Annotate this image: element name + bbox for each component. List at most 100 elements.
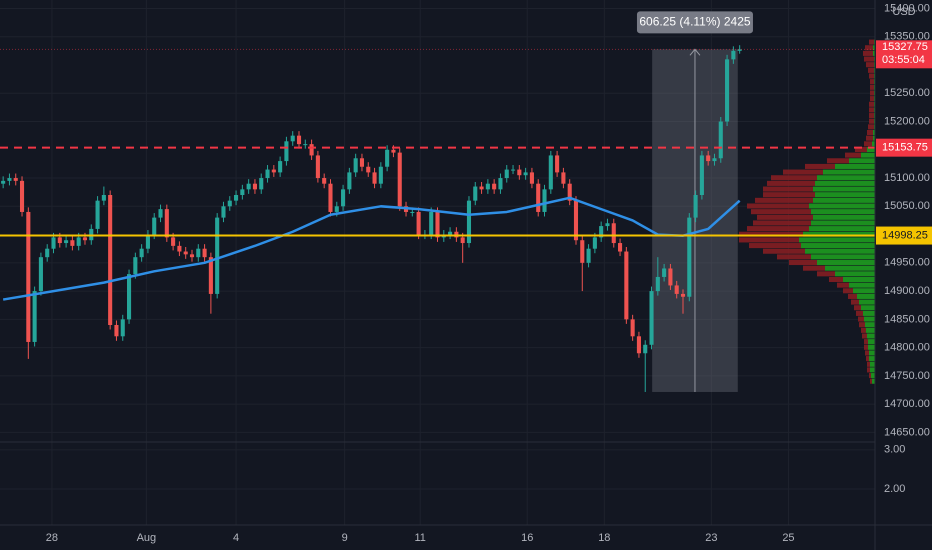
y-tick-label: 14850.00 — [884, 313, 930, 325]
candle-body — [70, 240, 75, 246]
measure-label-bg — [636, 11, 753, 34]
profile-up — [823, 169, 875, 175]
profile-down — [749, 243, 801, 249]
profile-up — [825, 265, 875, 271]
profile-up — [868, 344, 875, 350]
profile-up — [813, 186, 875, 192]
profile-down — [755, 197, 813, 203]
profile-up — [863, 310, 875, 316]
candle-body — [466, 200, 472, 244]
candle-body — [145, 234, 150, 249]
candle-body — [290, 135, 295, 142]
profile-down — [803, 265, 825, 271]
profile-up — [861, 152, 875, 158]
candle-body — [416, 211, 421, 235]
profile-down — [869, 118, 874, 124]
profile-up — [809, 203, 875, 209]
candle-body — [718, 121, 723, 159]
candle-body — [246, 183, 251, 190]
candle-body — [611, 223, 616, 244]
y-tick-label: 15050.00 — [884, 200, 930, 212]
profile-up — [799, 237, 875, 243]
candle-body — [498, 178, 503, 190]
candle-body — [120, 319, 125, 337]
profile-down — [863, 50, 873, 56]
candle-body — [674, 285, 679, 294]
profile-down — [763, 186, 813, 192]
candle-body — [328, 183, 333, 212]
profile-up — [849, 282, 875, 288]
profile-down — [829, 276, 843, 283]
candle-body — [725, 59, 730, 122]
profile-up — [859, 299, 875, 305]
profile-up — [873, 45, 875, 51]
x-tick-label: 25 — [782, 532, 794, 544]
profile-up — [866, 327, 875, 333]
candle-body — [177, 245, 182, 252]
candle-body — [561, 172, 566, 184]
candle-body — [573, 200, 579, 241]
candle-body — [234, 195, 239, 201]
candle-body — [133, 257, 138, 275]
profile-down — [771, 175, 817, 181]
candle-body — [693, 195, 698, 218]
profile-down — [856, 310, 863, 316]
profile-up — [815, 180, 875, 186]
profile-down — [789, 260, 817, 266]
profile-down — [864, 344, 868, 350]
candle-body — [13, 178, 18, 181]
x-tick-label: 18 — [598, 532, 610, 544]
profile-down — [868, 67, 874, 73]
candle-body — [731, 50, 736, 60]
price-level-badge — [876, 226, 932, 245]
profile-up — [872, 141, 875, 147]
profile-up — [867, 146, 875, 153]
profile-up — [843, 276, 875, 283]
profile-up — [813, 214, 875, 220]
candle-body — [429, 211, 434, 235]
candle-body — [76, 237, 81, 246]
profile-down — [777, 254, 811, 260]
last-price-label: 15327.75 — [882, 41, 928, 53]
y2-tick-label: 2.00 — [884, 483, 905, 495]
currency-label: USD — [892, 6, 915, 18]
y-tick-label: 14750.00 — [884, 370, 930, 382]
profile-up — [809, 226, 875, 232]
profile-down — [867, 130, 873, 136]
profile-down — [870, 96, 874, 102]
candle-body — [341, 189, 346, 207]
profile-up — [873, 50, 875, 56]
profile-down — [866, 356, 869, 362]
profile-down — [866, 135, 873, 141]
profile-down — [747, 226, 809, 232]
profile-down — [869, 373, 871, 379]
profile-down — [865, 350, 869, 356]
profile-up — [870, 361, 875, 367]
candle-body — [221, 206, 226, 218]
overlay — [0, 48, 875, 301]
candle-body — [322, 178, 327, 184]
profile-down — [869, 73, 874, 79]
candle-body — [523, 172, 528, 176]
candle-body — [618, 243, 623, 252]
candle-body — [152, 217, 157, 235]
candle-body — [1, 180, 6, 184]
y-tick-label: 15100.00 — [884, 172, 930, 184]
y-tick-label: 14950.00 — [884, 257, 930, 269]
candle-body — [473, 186, 478, 201]
candle-body — [309, 144, 314, 156]
profile-down — [827, 158, 849, 164]
profile-up — [817, 175, 875, 181]
candle-body — [699, 155, 704, 195]
price-level-badge — [876, 138, 932, 157]
candle-body — [353, 158, 358, 173]
profile-down — [851, 299, 859, 305]
candle-body — [265, 169, 270, 179]
profile-down — [870, 90, 874, 96]
candle-body — [215, 217, 220, 294]
candle-body — [303, 144, 308, 146]
candle-body — [479, 186, 484, 190]
profile-down — [817, 271, 835, 277]
price-level-label: 15153.75 — [882, 142, 928, 154]
